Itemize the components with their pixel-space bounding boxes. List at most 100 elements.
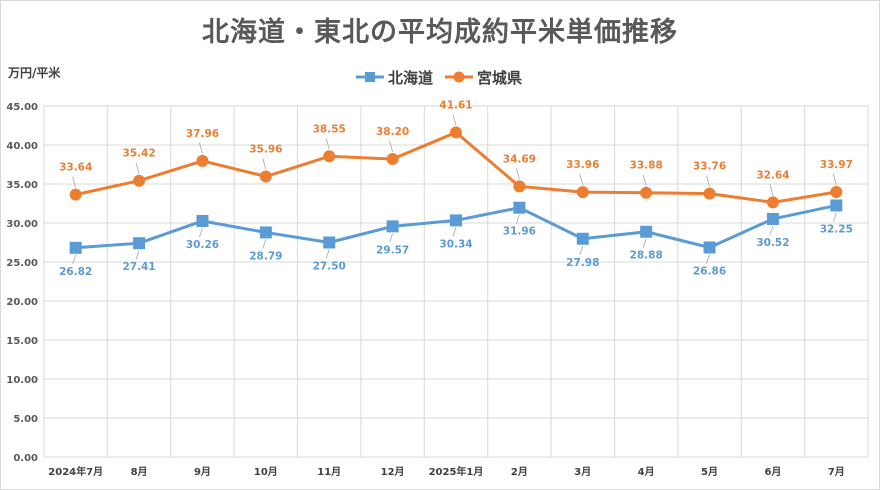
data-label-leader bbox=[769, 184, 774, 196]
data-label-miyagi: 33.64 bbox=[59, 162, 92, 174]
data-label-leader bbox=[262, 158, 267, 170]
data-point-miyagi bbox=[703, 187, 716, 200]
data-point-miyagi bbox=[386, 153, 399, 166]
data-label-leader bbox=[199, 142, 203, 155]
y-tick-label: 45.00 bbox=[6, 102, 38, 113]
data-label-leader bbox=[516, 214, 520, 224]
data-label-hokkaido: 30.34 bbox=[439, 238, 472, 250]
data-label-miyagi: 33.76 bbox=[693, 161, 726, 173]
x-tick-label: 7月 bbox=[828, 466, 845, 478]
data-label-leader bbox=[642, 238, 647, 248]
data-label-hokkaido: 26.82 bbox=[59, 266, 92, 278]
data-label-hokkaido: 28.79 bbox=[249, 250, 282, 262]
data-label-leader bbox=[579, 245, 584, 255]
data-label-miyagi: 32.64 bbox=[756, 169, 789, 181]
x-tick-label: 2025年1月 bbox=[429, 465, 484, 478]
legend-label-hokkaido: 北海道 bbox=[388, 68, 434, 87]
x-tick-label: 12月 bbox=[381, 466, 405, 478]
data-label-miyagi: 33.97 bbox=[820, 159, 853, 171]
data-label-leader bbox=[325, 138, 330, 150]
x-tick-label: 4月 bbox=[638, 466, 655, 478]
y-tick-label: 40.00 bbox=[6, 141, 38, 152]
data-label-leader bbox=[389, 140, 394, 153]
data-label-leader bbox=[769, 225, 774, 236]
x-tick-label: 2024年7月 bbox=[48, 465, 103, 478]
x-tick-label: 3月 bbox=[574, 466, 591, 478]
y-tick-label: 30.00 bbox=[6, 219, 38, 230]
data-label-hokkaido: 26.86 bbox=[693, 265, 726, 277]
x-tick-label: 9月 bbox=[194, 466, 211, 478]
x-tick-label: 5月 bbox=[701, 466, 718, 478]
data-label-hokkaido: 29.57 bbox=[376, 244, 409, 256]
data-point-hokkaido bbox=[323, 236, 336, 249]
data-point-miyagi bbox=[133, 174, 146, 187]
data-point-hokkaido bbox=[766, 212, 779, 225]
data-point-miyagi bbox=[830, 186, 843, 199]
data-label-leader bbox=[389, 233, 393, 243]
data-label-hokkaido: 30.52 bbox=[756, 237, 789, 249]
data-label-leader bbox=[135, 162, 140, 174]
data-point-hokkaido bbox=[640, 225, 653, 238]
x-tick-label: 8月 bbox=[131, 466, 148, 478]
data-label-hokkaido: 27.41 bbox=[122, 261, 155, 273]
data-point-hokkaido bbox=[69, 241, 82, 254]
chart-title: 北海道・東北の平均成約平米単価推移 bbox=[202, 17, 678, 48]
x-tick-label: 10月 bbox=[254, 466, 278, 478]
data-label-leader bbox=[515, 168, 520, 180]
data-label-leader bbox=[642, 174, 647, 186]
data-point-miyagi bbox=[69, 188, 82, 201]
data-label-leader bbox=[72, 176, 77, 188]
data-label-leader bbox=[706, 175, 710, 187]
legend-label-miyagi: 宮城県 bbox=[477, 68, 523, 87]
data-label-leader bbox=[832, 173, 837, 186]
data-label-leader bbox=[72, 254, 77, 264]
data-point-hokkaido bbox=[133, 237, 146, 250]
data-label-miyagi: 35.42 bbox=[122, 148, 155, 160]
data-label-miyagi: 41.61 bbox=[439, 99, 472, 111]
x-tick-label: 11月 bbox=[317, 466, 341, 478]
data-label-miyagi: 38.55 bbox=[313, 123, 346, 135]
data-label-miyagi: 37.96 bbox=[186, 128, 219, 140]
data-label-hokkaido: 27.98 bbox=[566, 257, 599, 269]
data-point-miyagi bbox=[196, 154, 209, 167]
legend-marker-square-icon bbox=[356, 72, 384, 82]
legend-item-hokkaido: 北海道 bbox=[356, 67, 433, 88]
data-point-hokkaido bbox=[576, 232, 589, 245]
data-label-leader bbox=[579, 174, 584, 186]
x-tick-label: 6月 bbox=[764, 466, 781, 478]
data-label-leader bbox=[452, 227, 457, 237]
data-label-leader bbox=[832, 212, 837, 222]
data-label-miyagi: 38.20 bbox=[376, 126, 409, 138]
data-label-leader bbox=[325, 249, 330, 259]
data-label-hokkaido: 32.25 bbox=[820, 223, 853, 235]
data-label-leader bbox=[452, 114, 457, 126]
data-label-hokkaido: 28.88 bbox=[630, 250, 663, 262]
y-tick-label: 15.00 bbox=[6, 336, 38, 347]
data-label-hokkaido: 30.26 bbox=[186, 239, 219, 251]
x-tick-label: 2月 bbox=[511, 466, 528, 478]
data-point-hokkaido bbox=[196, 214, 209, 227]
legend-item-miyagi: 宮城県 bbox=[445, 67, 522, 88]
data-point-miyagi bbox=[450, 126, 462, 139]
legend: 北海道 宮城県 bbox=[356, 66, 522, 88]
data-label-miyagi: 33.96 bbox=[566, 159, 599, 171]
data-point-hokkaido bbox=[386, 220, 399, 233]
data-point-hokkaido bbox=[513, 201, 526, 214]
data-point-hokkaido bbox=[830, 199, 843, 212]
y-axis-unit-label: 万円/平米 bbox=[8, 66, 61, 80]
data-point-miyagi bbox=[640, 186, 653, 199]
data-label-hokkaido: 31.96 bbox=[503, 226, 536, 238]
legend-marker-circle-icon bbox=[445, 71, 474, 83]
data-label-leader bbox=[706, 254, 710, 264]
y-tick-label: 5.00 bbox=[13, 414, 38, 425]
data-label-miyagi: 35.96 bbox=[249, 144, 282, 156]
y-tick-label: 25.00 bbox=[6, 258, 38, 269]
data-point-miyagi bbox=[259, 170, 272, 183]
data-label-miyagi: 33.88 bbox=[630, 160, 663, 172]
data-point-hokkaido bbox=[259, 226, 272, 239]
data-point-miyagi bbox=[323, 150, 336, 163]
data-point-hokkaido bbox=[703, 241, 716, 254]
y-tick-label: 10.00 bbox=[6, 375, 38, 386]
